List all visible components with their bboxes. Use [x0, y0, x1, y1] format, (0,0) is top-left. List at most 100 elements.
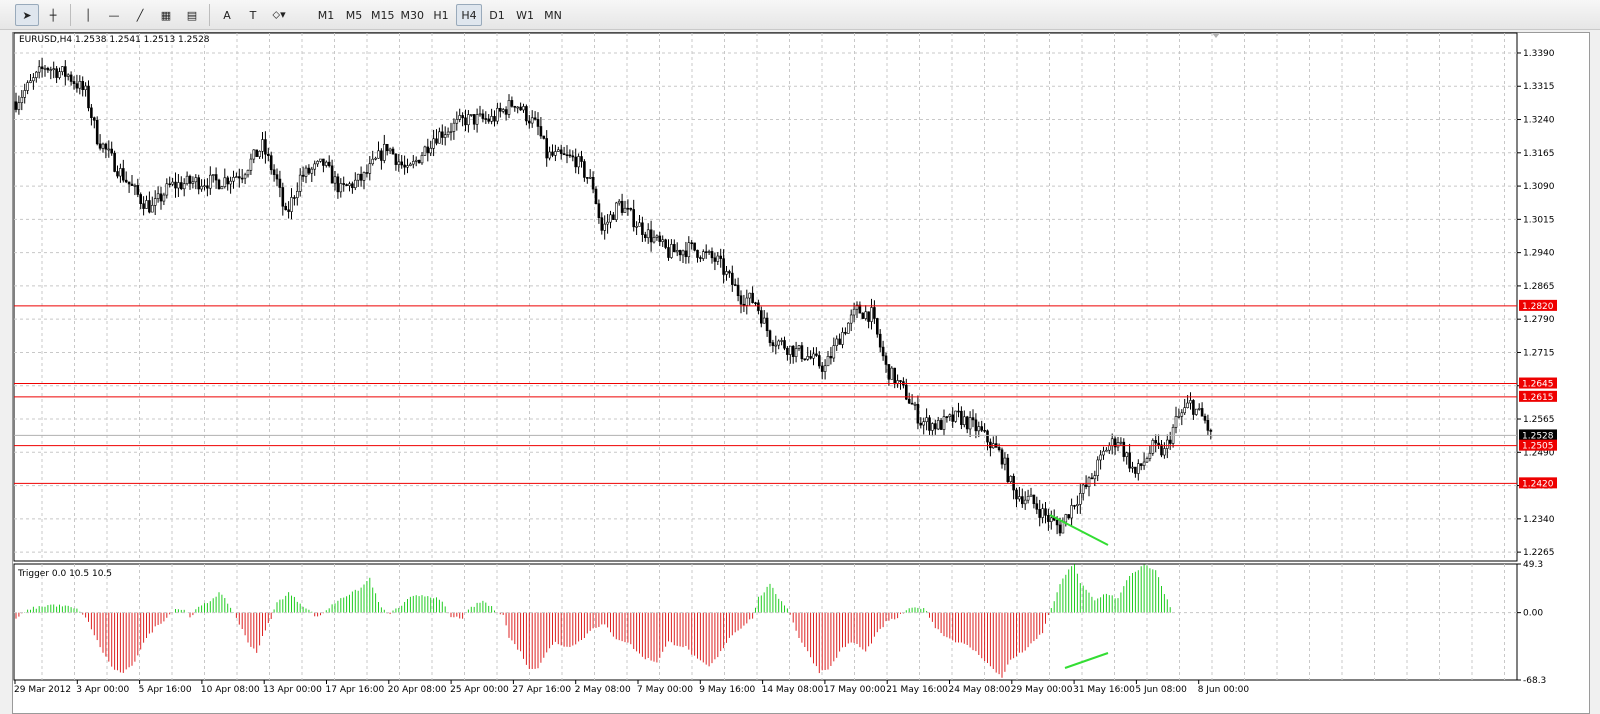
candle-body	[52, 68, 56, 71]
cursor-tool-icon[interactable]: ➤	[15, 4, 39, 26]
candle-body	[759, 310, 763, 324]
candle-body	[443, 134, 447, 138]
candle-body	[600, 217, 604, 231]
candle-body	[339, 183, 343, 193]
candle-body	[794, 348, 798, 357]
candle-body	[780, 340, 783, 342]
text-label-tool-icon[interactable]: T	[249, 8, 257, 22]
candle-body	[356, 173, 360, 181]
candle-body	[815, 353, 818, 356]
candle-body	[1038, 509, 1041, 518]
candle-body	[1134, 466, 1137, 474]
candle-body	[290, 197, 293, 212]
candle-body	[400, 161, 404, 166]
candle-body	[1154, 440, 1157, 444]
x-tick-label: 13 Apr 00:00	[263, 685, 322, 695]
candle-body	[603, 223, 607, 231]
candle-body	[1093, 475, 1097, 480]
text-tool-icon[interactable]: A	[223, 8, 231, 22]
vertical-line-tool-icon[interactable]: │	[84, 8, 92, 22]
candle-body	[841, 331, 844, 345]
candle-body	[23, 90, 27, 98]
y-tick-label: 1.3015	[1523, 215, 1555, 225]
timeframe-m1-button[interactable]: M1	[317, 8, 335, 22]
candle-body	[461, 115, 464, 119]
candle-body	[29, 80, 32, 83]
horizontal-line-tool-icon[interactable]: —	[108, 8, 120, 22]
toolbar: ➤ ┼ │ — ╱ ▦ ▤ A T ⬦▾ M1 M5 M15 M30 H1 H4 D1 W1 MN	[0, 0, 1600, 30]
candle-body	[652, 237, 656, 243]
x-tick-label: 21 May 16:00	[886, 685, 948, 695]
timeframe-w1-button[interactable]: W1	[516, 8, 534, 22]
candle-body	[226, 177, 229, 185]
candle-body	[1131, 466, 1134, 469]
candle-body	[84, 85, 87, 90]
timeframe-m15-button[interactable]: M15	[371, 8, 395, 22]
trendline-tool-icon[interactable]: ╱	[136, 8, 144, 22]
timeframe-d1-button[interactable]: D1	[489, 8, 505, 22]
candle-body	[1102, 450, 1105, 456]
candle-body	[223, 177, 227, 187]
candle-body	[936, 420, 940, 430]
candle-body	[287, 209, 290, 212]
candle-body	[614, 202, 618, 220]
candle-body	[1099, 454, 1102, 461]
candle-body	[672, 244, 676, 253]
candle-body	[806, 356, 810, 360]
candle-body	[107, 148, 111, 151]
candle-body	[736, 284, 740, 297]
x-tick-label: 5 Jun 08:00	[1135, 685, 1187, 695]
candle-body	[1183, 407, 1186, 414]
candle-body	[322, 158, 325, 166]
timeframe-h4-button[interactable]: H4	[456, 4, 482, 26]
candle-body	[829, 356, 833, 359]
toolbar-separator	[209, 4, 210, 26]
y-tick-label: 1.2565	[1523, 415, 1555, 425]
candle-body	[171, 181, 174, 185]
candle-body	[136, 185, 140, 195]
candle-body	[1006, 457, 1010, 482]
candle-body	[122, 168, 125, 181]
timeframe-m5-button[interactable]: M5	[345, 8, 363, 22]
candle-body	[324, 161, 328, 166]
fibonacci-tool-icon[interactable]: ▤	[186, 8, 198, 22]
candle-body	[391, 148, 395, 155]
candle-body	[133, 185, 137, 187]
indicator-title: Trigger 0.0 10.5 10.5	[17, 569, 112, 579]
shift-marker-icon	[1212, 33, 1220, 38]
candle-body	[533, 117, 537, 120]
candle-body	[238, 176, 241, 179]
x-tick-label: 29 May 00:00	[1011, 685, 1073, 695]
candle-body	[209, 174, 212, 189]
candle-body	[629, 207, 633, 210]
candle-body	[983, 429, 986, 432]
candle-body	[693, 242, 696, 251]
timeframe-bar: M1 M5 M15 M30 H1 H4 D1 W1 MN	[312, 2, 567, 28]
timeframe-m30-button[interactable]: M30	[400, 8, 425, 22]
candle-body	[577, 156, 580, 168]
candle-body	[469, 114, 473, 116]
candle-body	[527, 120, 531, 124]
candle-body	[699, 257, 702, 259]
timeframe-h1-button[interactable]: H1	[433, 8, 449, 22]
current-price-label: 1.2528	[1522, 431, 1554, 441]
level-label-bg	[1519, 299, 1557, 311]
candle-body	[496, 107, 499, 122]
shapes-tool-icon[interactable]: ⬦▾	[272, 8, 286, 21]
current-price-label-bg	[1519, 429, 1557, 441]
candle-body	[417, 159, 421, 164]
candle-body	[487, 118, 491, 122]
candle-body	[803, 358, 807, 361]
candle-body	[655, 235, 659, 238]
candle-body	[899, 380, 902, 382]
candle-body	[1206, 420, 1210, 431]
candle-body	[1079, 493, 1082, 505]
candle-body	[319, 158, 322, 162]
channel-tool-icon[interactable]: ▦	[160, 8, 172, 22]
crosshair-tool-icon[interactable]: ┼	[49, 8, 57, 22]
candle-body	[214, 174, 218, 181]
candle-body	[852, 308, 856, 316]
timeframe-mn-button[interactable]: MN	[544, 8, 562, 22]
candle-body	[455, 119, 459, 124]
